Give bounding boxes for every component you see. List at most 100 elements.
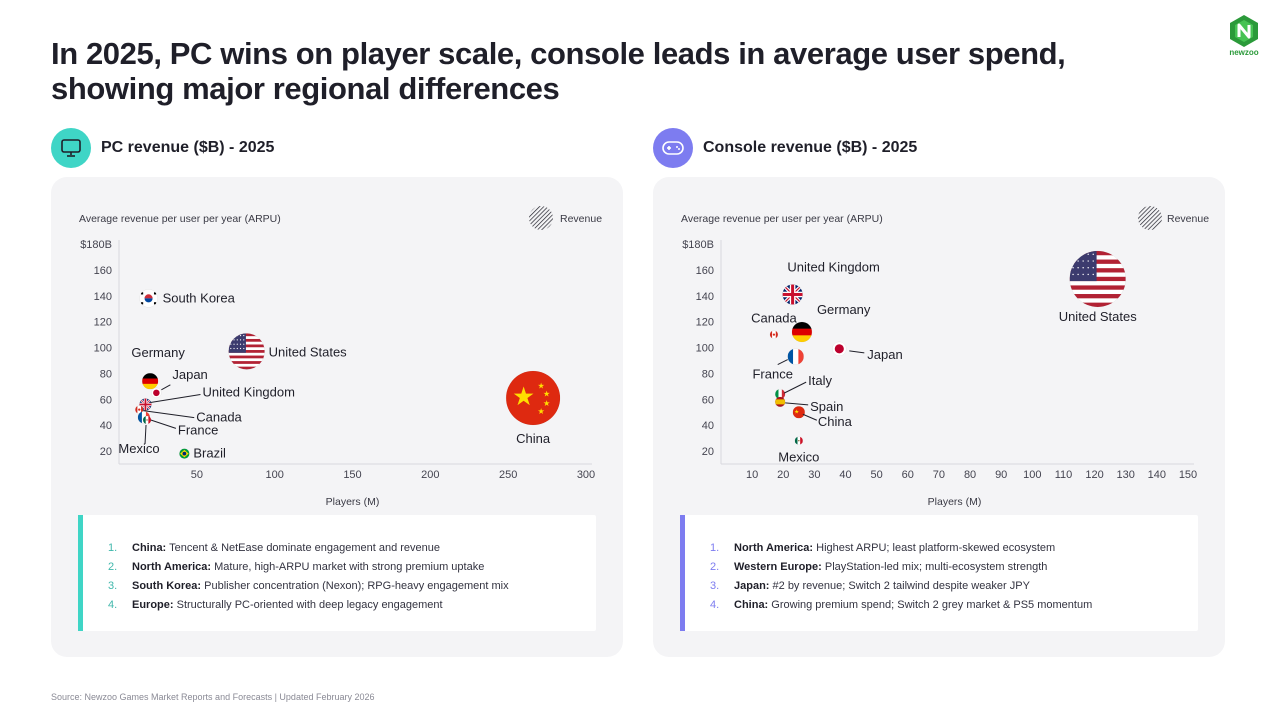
pc-section-header: PC revenue ($B) - 2025 (51, 128, 274, 168)
pc-leader-japan (161, 384, 171, 391)
console-y-tick-label: 40 (702, 420, 714, 432)
console-y-tick-label: $180B (682, 239, 714, 251)
pc-point-china: ★ ★★★★ (505, 370, 561, 426)
console-x-tick-label: 130 (1117, 469, 1135, 481)
pc-label-germany: Germany (131, 345, 185, 360)
note-text: Highest ARPU; least platform-skewed ecos… (813, 542, 1056, 554)
gamepad-icon (653, 128, 693, 168)
pc-legend-label: Revenue (560, 213, 602, 225)
pc-point-united-kingdom (139, 398, 152, 411)
svg-text:★: ★ (538, 381, 545, 391)
note-region: Western Europe: (734, 561, 822, 573)
console-label-mexico: Mexico (778, 450, 819, 465)
console-section-header: Console revenue ($B) - 2025 (653, 128, 917, 168)
monitor-icon (51, 128, 91, 168)
pc-point-japan (151, 387, 162, 399)
console-legend: Revenue (1138, 206, 1209, 230)
note-number: 4. (108, 599, 118, 611)
console-y-tick-label: 20 (702, 446, 714, 458)
newzoo-logo-icon (1230, 15, 1258, 47)
pc-notes-list: 1. China: Tencent & NetEase dominate enga… (108, 539, 509, 615)
note-region: Japan: (734, 580, 770, 592)
pc-note-2: 2. North America: Mature, high-ARPU marke… (108, 558, 509, 577)
console-x-tick-label: 120 (1085, 469, 1103, 481)
pc-x-tick-label: 200 (421, 469, 439, 481)
console-leader-spain (785, 402, 809, 406)
pc-notes-accent-bar (78, 515, 83, 631)
console-legend-label: Revenue (1167, 213, 1209, 225)
note-text: PlayStation-led mix; multi-ecosystem str… (821, 561, 1048, 573)
pc-point-germany (141, 372, 159, 390)
page-title: In 2025, PC wins on player scale, consol… (51, 36, 1066, 106)
note-region: China: (734, 599, 769, 611)
console-x-tick-label: 80 (964, 469, 976, 481)
console-point-canada (769, 330, 779, 339)
console-y-tick-label: 100 (696, 343, 714, 355)
pc-label-united-states: United States (269, 344, 348, 359)
console-label-germany: Germany (817, 302, 871, 317)
note-text: Publisher concentration (Nexon); RPG-hea… (201, 580, 509, 592)
pc-point-south-korea (139, 289, 158, 308)
pc-label-mexico: Mexico (118, 441, 159, 456)
console-note-2: 2. Western Europe: PlayStation-led mix; m… (710, 558, 1092, 577)
console-point-germany (791, 321, 813, 343)
console-label-united-kingdom: United Kingdom (787, 259, 880, 274)
console-x-tick-label: 150 (1179, 469, 1197, 481)
console-label-italy: Italy (808, 373, 832, 388)
console-leader-china (802, 413, 818, 421)
svg-text:★: ★ (543, 398, 550, 408)
console-label-united-states: United States (1059, 309, 1138, 324)
pc-y-tick-label: 140 (94, 291, 112, 303)
console-x-tick-label: 30 (808, 469, 820, 481)
console-chart-title: Console revenue ($B) - 2025 (703, 139, 918, 156)
console-scatter-chart: Average revenue per user per year (ARPU)… (681, 206, 1209, 507)
pc-leader-canada (143, 410, 195, 419)
pc-label-united-kingdom: United Kingdom (202, 384, 294, 399)
console-point-united-states (1069, 250, 1126, 308)
console-label-france: France (752, 367, 792, 382)
console-panel: Average revenue per user per year (ARPU)… (653, 177, 1225, 657)
console-label-spain: Spain (810, 399, 843, 414)
console-point-united-kingdom (782, 284, 803, 305)
pc-leader-france (148, 418, 177, 429)
pc-y-tick-label: $180B (80, 239, 112, 251)
pc-x-tick-label: 250 (499, 469, 517, 481)
console-y-tick-label: 60 (702, 394, 714, 406)
pc-note-4: 4. Europe: Structurally PC-oriented with … (108, 596, 509, 615)
console-note-4: 4. China: Growing premium spend; Switch 2… (710, 596, 1092, 615)
note-number: 1. (710, 542, 720, 554)
console-y-tick-label: 160 (696, 265, 714, 277)
console-x-tick-label: 100 (1023, 469, 1041, 481)
console-legend-hatch-icon (1138, 206, 1162, 230)
note-number: 3. (710, 580, 720, 592)
console-x-tick-label: 10 (746, 469, 758, 481)
note-number: 2. (710, 561, 720, 573)
pc-x-axis-label: Players (M) (326, 496, 380, 507)
pc-leader-mexico (144, 424, 147, 445)
pc-y-tick-label: 100 (94, 343, 112, 355)
pc-x-tick-label: 100 (265, 469, 283, 481)
pc-leader-united-kingdom (150, 393, 201, 403)
console-x-tick-label: 110 (1055, 469, 1073, 481)
note-region: Europe: (132, 599, 174, 611)
console-point-france (787, 348, 804, 365)
console-point-japan (832, 341, 847, 357)
console-notes-list: 1. North America: Highest ARPU; least pla… (710, 539, 1092, 615)
console-note-3: 3. Japan: #2 by revenue; Switch 2 tailwin… (710, 577, 1092, 596)
note-region: North America: (132, 561, 212, 573)
console-leader-france (777, 359, 788, 366)
pc-point-mexico (142, 415, 152, 425)
pc-y-tick-label: 60 (100, 394, 112, 406)
svg-text:★: ★ (538, 406, 545, 416)
console-y-tick-label: 120 (696, 317, 714, 329)
console-label-canada: Canada (751, 311, 797, 326)
console-notes-box: 1. North America: Highest ARPU; least pla… (680, 515, 1198, 631)
pc-note-1: 1. China: Tencent & NetEase dominate enga… (108, 539, 509, 558)
console-x-tick-label: 60 (902, 469, 914, 481)
console-leader-japan (849, 350, 865, 354)
note-number: 2. (108, 561, 118, 573)
pc-label-japan: Japan (172, 367, 207, 382)
pc-label-china: China (516, 431, 551, 446)
console-y-tick-label: 140 (696, 291, 714, 303)
console-point-mexico (794, 436, 804, 445)
